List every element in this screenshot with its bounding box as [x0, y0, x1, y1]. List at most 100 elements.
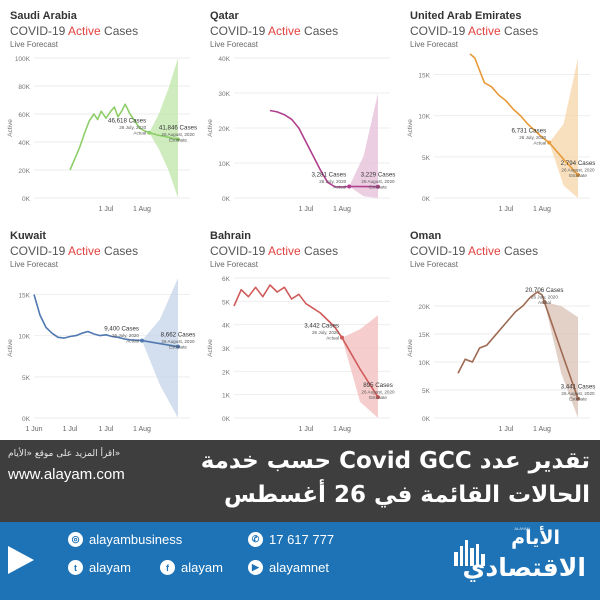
y-axis-label: Active: [407, 119, 414, 137]
y-tick-label: 40K: [218, 56, 230, 63]
y-tick-label: 100K: [15, 56, 31, 63]
panel-live-label: Live Forecast: [210, 40, 259, 49]
annotation-value: 8,662 Cases: [161, 332, 196, 339]
chart-kuwait: 0K 5K 10K 15K 1 Jun 1 Jul 1 Jul 1 Aug Active 9,40…: [7, 278, 196, 433]
annotation-date: 26 July, 2020: [119, 125, 146, 130]
forecast-series-line: [548, 142, 579, 176]
y-tick-label: 80K: [18, 84, 30, 91]
annotation-value: 3,281 Cases: [311, 172, 346, 179]
annotation-kind: Estimate: [569, 173, 587, 178]
forecast-band: [549, 58, 578, 198]
y-tick-label: 0K: [422, 416, 431, 423]
chart-panel-qatar: Qatar COVID-19 Active Cases Live Forecas…: [200, 0, 400, 218]
panel-subtitle: COVID-19 Active Cases: [410, 244, 539, 258]
actual-series-line: [33, 294, 143, 342]
y-tick-label: 10K: [18, 334, 30, 341]
annotation-date: 26 July, 2020: [112, 333, 139, 338]
skyline-logo-icon: [454, 540, 485, 566]
x-tick-label: 1 Jul: [499, 426, 514, 433]
chart-panel-bahrain: Bahrain COVID-19 Active Cases Live Forec…: [200, 220, 400, 438]
annotation-point: [576, 172, 580, 177]
annotation-kind: Estimate: [169, 345, 187, 350]
annotation-kind: Actual: [326, 336, 339, 341]
annotation-date: 26 August, 2020: [361, 390, 395, 395]
annotation-kind: Actual: [126, 339, 139, 344]
panel-title: Kuwait: [10, 230, 47, 242]
youtube-handle[interactable]: ▶ alayamnet: [248, 560, 329, 575]
twitter-icon: t: [68, 560, 83, 575]
y-axis-label: Active: [207, 119, 214, 137]
twitter-handle[interactable]: t alayam: [68, 560, 131, 575]
y-tick-label: 0K: [222, 416, 231, 423]
x-tick-label: 1 Jul: [99, 426, 114, 433]
annotation-value: 2,794 Cases: [561, 160, 596, 167]
x-tick-label: 1 Jul: [99, 206, 114, 213]
forecast-series-line: [341, 337, 379, 398]
phone-icon: ✆: [248, 532, 263, 547]
facebook-label: alayam: [181, 560, 223, 575]
x-tick-label: 1 Jul: [299, 426, 314, 433]
actual-series-line: [469, 53, 550, 144]
x-tick-label: 1 Aug: [333, 426, 351, 433]
y-axis-label: Active: [7, 339, 14, 357]
y-tick-label: 1K: [222, 393, 231, 400]
forecast-series-line: [543, 301, 579, 399]
annotation-point: [140, 338, 144, 343]
y-tick-label: 5K: [422, 155, 431, 162]
forecast-band: [142, 278, 178, 418]
phone-number[interactable]: ✆ 17 617 777: [248, 532, 334, 547]
annotation-point: [176, 137, 180, 142]
annotation-point: [376, 184, 380, 189]
facebook-handle[interactable]: f alayam: [160, 560, 223, 575]
annotation-date: 26 August, 2020: [361, 179, 395, 184]
x-tick-label: 1 Jun: [25, 426, 42, 433]
annotation-value: 46,618 Cases: [108, 118, 146, 125]
annotation-kind: Estimate: [369, 185, 387, 190]
y-tick-label: 30K: [218, 91, 230, 98]
y-tick-label: 5K: [422, 388, 431, 395]
annotation-value: 6,731 Cases: [511, 128, 546, 135]
annotation-kind: Actual: [133, 131, 146, 136]
y-tick-label: 10K: [418, 114, 430, 121]
facebook-icon: f: [160, 560, 175, 575]
actual-series-line: [457, 291, 546, 374]
panel-title: Oman: [410, 230, 442, 242]
site-url-link[interactable]: www.alayam.com: [8, 466, 125, 483]
annotation-date: 26 July, 2020: [519, 135, 546, 140]
forecast-series-line: [141, 339, 179, 348]
annotation-point: [547, 140, 552, 145]
x-tick-label: 1 Jul: [299, 206, 314, 213]
y-tick-label: 15K: [18, 292, 30, 299]
y-tick-label: 5K: [22, 375, 31, 382]
annotation-date: 26 July, 2020: [312, 330, 339, 335]
annotation-kind: Actual: [533, 141, 546, 146]
panel-title: Qatar: [210, 10, 239, 22]
annotation-point: [542, 300, 547, 305]
panel-live-label: Live Forecast: [410, 40, 459, 49]
y-tick-label: 2K: [222, 369, 231, 376]
brand-name-bottom: الاقتصادي: [462, 553, 586, 582]
y-tick-label: 3K: [222, 346, 231, 353]
annotation-kind: Estimate: [369, 395, 387, 400]
x-tick-label: 1 Jul: [499, 206, 514, 213]
y-tick-label: 0K: [22, 416, 31, 423]
phone-label: 17 617 777: [269, 532, 335, 547]
y-tick-label: 0K: [422, 196, 431, 203]
y-axis-label: Active: [207, 339, 214, 357]
panel-live-label: Live Forecast: [10, 40, 59, 49]
panel-live-label: Live Forecast: [10, 260, 59, 269]
y-tick-label: 40K: [18, 140, 30, 147]
instagram-icon: ◎: [68, 532, 83, 547]
annotation-value: 41,846 Cases: [159, 124, 197, 131]
instagram-handle[interactable]: ◎ alayambusiness: [68, 532, 182, 547]
panel-live-label: Live Forecast: [210, 260, 259, 269]
forecast-band: [349, 93, 378, 198]
panel-live-label: Live Forecast: [410, 260, 459, 269]
headline-line-1: حسب خدمة Covid GCC تقدير عدد: [200, 448, 590, 474]
annotation-point: [176, 344, 180, 349]
chart-panel-saudi-arabia: Saudi Arabia COVID-19 Active Cases Live …: [0, 0, 200, 218]
y-tick-label: 10K: [418, 360, 430, 367]
y-tick-label: 4K: [222, 323, 231, 330]
actual-series-line: [269, 109, 350, 188]
